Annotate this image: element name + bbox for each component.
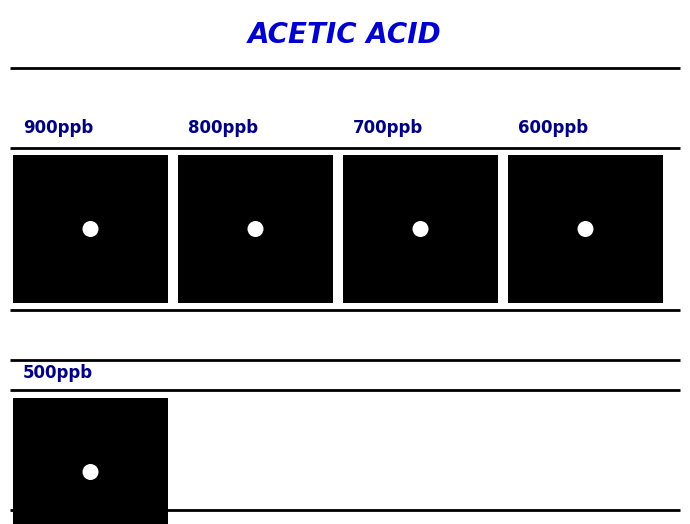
- Bar: [508, 155, 663, 303]
- Text: 600ppb: 600ppb: [518, 119, 588, 137]
- Text: 900ppb: 900ppb: [23, 119, 93, 137]
- Circle shape: [578, 221, 593, 237]
- Text: 800ppb: 800ppb: [188, 119, 258, 137]
- Circle shape: [248, 221, 264, 237]
- Text: 500ppb: 500ppb: [23, 364, 93, 382]
- Bar: [343, 155, 498, 303]
- Bar: [13, 398, 168, 524]
- Text: ACETIC ACID: ACETIC ACID: [248, 21, 442, 49]
- Bar: [178, 155, 333, 303]
- Circle shape: [83, 221, 99, 237]
- Bar: [13, 155, 168, 303]
- Circle shape: [83, 464, 99, 480]
- Text: 700ppb: 700ppb: [353, 119, 423, 137]
- Circle shape: [413, 221, 428, 237]
